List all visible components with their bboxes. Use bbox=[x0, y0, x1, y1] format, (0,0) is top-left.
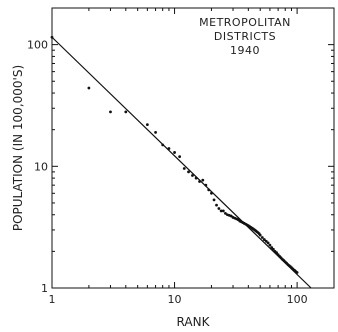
title-line-3: 1940 bbox=[230, 44, 260, 57]
data-point bbox=[173, 151, 176, 154]
data-point bbox=[50, 35, 54, 39]
tick-labels: 1 10 100 1 10 100 bbox=[27, 39, 308, 306]
x-tick-label: 1 bbox=[49, 293, 56, 306]
data-point bbox=[124, 110, 128, 114]
data-point bbox=[260, 236, 264, 239]
data-point bbox=[187, 170, 190, 174]
data-point bbox=[194, 176, 198, 180]
data-point bbox=[87, 86, 91, 90]
data-points bbox=[50, 35, 299, 274]
y-tick-label: 1 bbox=[41, 282, 48, 295]
data-point bbox=[167, 147, 171, 150]
data-point bbox=[154, 130, 157, 134]
plot-frame bbox=[51, 7, 335, 289]
data-point bbox=[295, 271, 299, 274]
data-point bbox=[178, 155, 182, 159]
data-point bbox=[221, 209, 225, 213]
data-point bbox=[207, 188, 211, 192]
data-point bbox=[198, 180, 201, 183]
title-line-1: METROPOLITAN bbox=[199, 16, 291, 29]
data-point bbox=[266, 241, 270, 245]
x-tick-label: 100 bbox=[287, 293, 308, 306]
data-point bbox=[224, 212, 227, 215]
y-axis-label: POPULATION (IN 100,000'S) bbox=[11, 65, 25, 231]
data-point bbox=[201, 178, 205, 182]
data-point bbox=[210, 191, 213, 195]
data-point bbox=[212, 198, 216, 202]
data-point bbox=[215, 203, 218, 207]
y-tick-label: 10 bbox=[34, 160, 48, 173]
data-point bbox=[219, 209, 223, 213]
data-point bbox=[161, 143, 165, 147]
data-point bbox=[262, 238, 266, 241]
data-point bbox=[271, 247, 275, 251]
data-point bbox=[217, 207, 221, 210]
chart-title: METROPOLITAN DISTRICTS 1940 bbox=[199, 16, 291, 57]
y-tick-label: 100 bbox=[27, 39, 48, 52]
data-point bbox=[270, 246, 274, 249]
axis-ticks bbox=[51, 7, 335, 289]
fit-line bbox=[51, 36, 312, 289]
data-point bbox=[191, 174, 194, 177]
data-point bbox=[264, 239, 268, 243]
data-point bbox=[109, 110, 112, 114]
data-point bbox=[145, 123, 149, 127]
data-point bbox=[204, 183, 208, 187]
x-axis-label: RANK bbox=[177, 315, 211, 329]
title-line-2: DISTRICTS bbox=[214, 30, 276, 43]
data-point bbox=[182, 167, 186, 170]
x-tick-label: 10 bbox=[168, 293, 182, 306]
data-point bbox=[268, 243, 272, 247]
data-point bbox=[258, 233, 262, 237]
data-point bbox=[275, 251, 278, 255]
